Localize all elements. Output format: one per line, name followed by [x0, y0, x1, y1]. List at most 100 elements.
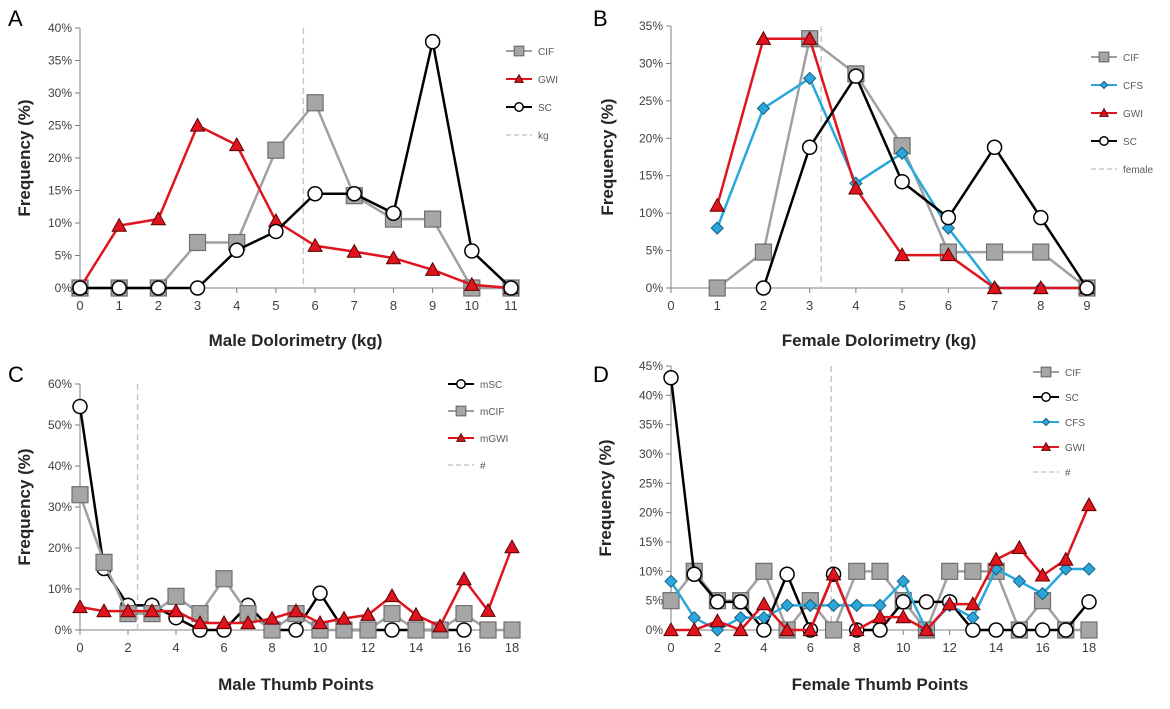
legend-item: #	[448, 461, 486, 472]
series-line	[762, 74, 1089, 289]
legend-marker	[1099, 80, 1109, 90]
x-tick-label: 3	[194, 298, 201, 313]
data-point	[503, 621, 521, 639]
x-tick-label: 2	[760, 298, 767, 313]
y-axis-title: Frequency (%)	[598, 98, 617, 215]
series-msc	[72, 398, 472, 638]
x-tick-label: 1	[116, 298, 123, 313]
x-axis-title: Male Thumb Points	[218, 675, 374, 694]
data-point	[1033, 209, 1049, 226]
data-point	[312, 585, 328, 601]
y-tick-label: 0%	[646, 281, 664, 295]
legend-item: CIF	[1091, 51, 1139, 64]
legend-label: GWI	[538, 75, 558, 86]
x-tick-label: 4	[172, 640, 179, 655]
x-tick-label: 14	[989, 640, 1003, 655]
y-tick-label: 0%	[55, 281, 73, 295]
legend-marker	[1040, 441, 1052, 451]
data-point	[188, 233, 207, 252]
data-point	[966, 610, 980, 625]
data-point	[662, 592, 680, 610]
data-point	[848, 68, 864, 84]
data-point	[432, 618, 448, 633]
data-point	[918, 594, 935, 610]
data-point	[941, 562, 959, 580]
data-point	[192, 615, 208, 630]
data-point	[1081, 497, 1097, 512]
data-point	[780, 598, 794, 613]
y-axis: 0% 5% 10% 15% 20% 25% 30% 35% 40% 45%	[639, 359, 672, 637]
legend-item: CFS	[1091, 80, 1143, 92]
x-tick-label: 14	[409, 640, 423, 655]
legend-label: GWI	[1065, 443, 1085, 454]
x-tick-label: 3	[806, 298, 813, 313]
data-point	[1059, 562, 1073, 576]
data-point	[189, 117, 206, 132]
data-point	[755, 30, 772, 45]
data-point	[848, 621, 865, 637]
data-point	[894, 173, 910, 190]
data-point	[359, 621, 377, 639]
data-point	[757, 610, 771, 625]
data-point	[940, 247, 957, 262]
chart-panel-a: A 0% 5% 10% 15% 20% 25% 30% 35% 40% 0 1 2 3 4 5 6 7 8 9 10 11…	[0, 0, 585, 354]
data-point	[803, 598, 818, 613]
data-point	[424, 33, 441, 50]
x-tick-label: 6	[311, 298, 318, 313]
data-point	[346, 243, 363, 258]
legend-label: #	[480, 461, 486, 472]
legend-label: mCIF	[480, 407, 504, 418]
legend-label: kg	[538, 131, 549, 142]
legend: CIF CFS GWI SC female	[1091, 51, 1153, 176]
data-point	[456, 571, 472, 586]
y-axis-title: Frequency (%)	[596, 439, 615, 556]
data-point	[871, 562, 889, 580]
data-point	[801, 30, 818, 45]
data-point	[385, 205, 402, 221]
legend-item: kg	[506, 131, 549, 142]
x-tick-label: 10	[896, 640, 910, 655]
data-point	[407, 621, 425, 639]
x-tick-label: 6	[220, 640, 227, 655]
data-point	[824, 621, 843, 639]
x-tick-label: 11	[504, 298, 518, 313]
data-point	[288, 603, 304, 618]
data-point	[307, 186, 323, 202]
y-tick-label: 30%	[48, 86, 72, 100]
legend-item: GWI	[1091, 107, 1143, 120]
x-tick-label: 9	[429, 298, 436, 313]
chart-panel-d: D 0% 5% 10% 15% 20% 25% 30% 35% 40% 45% 0 2 4 6 8 10 12 14…	[585, 354, 1170, 709]
data-point	[384, 622, 400, 638]
data-point	[918, 621, 935, 637]
data-point	[306, 94, 324, 112]
data-point	[360, 606, 376, 621]
data-point	[965, 622, 981, 638]
data-point	[167, 587, 185, 605]
data-point	[686, 621, 703, 637]
x-axis-title: Male Dolorimetry (kg)	[209, 331, 383, 350]
data-point	[336, 610, 352, 625]
legend: CIF GWI SC kg	[506, 45, 558, 142]
data-point	[755, 280, 772, 296]
data-point	[895, 594, 911, 610]
x-tick-label: 8	[268, 640, 275, 655]
data-point	[1080, 621, 1098, 639]
x-tick-label: 8	[1037, 298, 1044, 313]
series-sc	[72, 33, 519, 296]
data-point	[1032, 243, 1050, 261]
data-point	[307, 237, 323, 252]
data-point	[754, 243, 773, 261]
data-point	[941, 596, 958, 611]
data-point	[95, 553, 113, 571]
data-point	[709, 594, 726, 610]
data-point	[709, 613, 726, 628]
data-point	[940, 209, 957, 226]
y-tick-label: 30%	[639, 447, 663, 461]
data-point	[848, 562, 866, 580]
series-mgwi	[72, 539, 520, 633]
legend-item: mCIF	[448, 405, 504, 418]
legend-marker	[1041, 392, 1051, 402]
x-tick-label: 6	[945, 298, 952, 313]
data-point	[1032, 279, 1049, 295]
y-axis: 0% 10% 20% 30% 40% 50% 60%	[48, 377, 81, 637]
